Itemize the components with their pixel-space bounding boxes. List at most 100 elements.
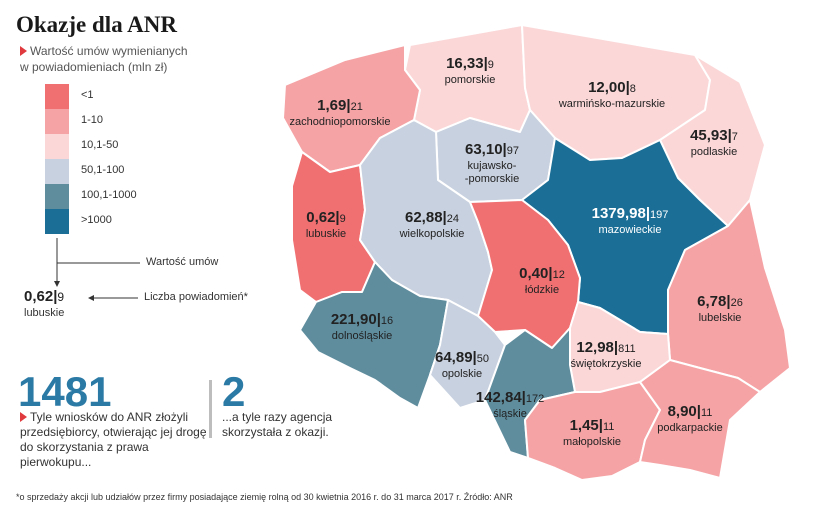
legend-swatch <box>45 109 69 134</box>
region-value-zachodnio: 1,69|21 <box>317 97 363 114</box>
region-value-number: 0,62| <box>306 209 339 226</box>
region-value-slaskie: 142,84|172 <box>476 389 544 406</box>
region-value-swietokrzyskie: 12,98|811 <box>576 339 635 356</box>
legend-swatch <box>45 159 69 184</box>
region-name-malopolskie: małopolskie <box>563 436 621 448</box>
stat2-line-2: skorzystała z okazji. <box>222 425 329 439</box>
stat-number-used: 2 <box>222 368 246 415</box>
region-name-dolnoslaskie: dolnośląskie <box>332 330 393 342</box>
stat1-line-1: Tyle wniosków do ANR złożyli <box>30 410 189 424</box>
region-name-slaskie: śląskie <box>493 408 527 420</box>
legend-swatch <box>45 84 69 109</box>
region-value-number: 63,10| <box>465 141 507 158</box>
region-name-zachodnio: zachodniopomorskie <box>290 116 391 128</box>
region-podkarpackie <box>639 359 761 479</box>
region-count: 811 <box>618 343 636 355</box>
region-count: 16 <box>381 315 393 327</box>
region-name-kujawsko: kujawsko- <box>468 160 517 172</box>
callout-value-caption: Wartość umów <box>146 256 219 268</box>
legend-swatch <box>45 184 69 209</box>
callout-count-caption: Liczba powiadomień* <box>144 291 248 303</box>
region-value-number: 45,93| <box>690 127 732 144</box>
footnote: *o sprzedaży akcji lub udziałów przez fi… <box>16 492 513 502</box>
region-value-dolnoslaskie: 221,90|16 <box>331 311 393 328</box>
subtitle-line-2: w powiadomieniach (mln zł) <box>20 60 168 74</box>
region-name-swietokrzyskie: świętokrzyskie <box>571 358 642 370</box>
example-value: 0,62|9 <box>24 288 64 305</box>
region-value-lubuskie: 0,62|9 <box>306 209 346 226</box>
legend-label: >1000 <box>81 214 112 226</box>
stat-divider <box>209 380 212 438</box>
region-name-lodzkie: łódzkie <box>525 284 559 296</box>
region-name-warminsko: warmińsko-mazurskie <box>558 98 665 110</box>
stat-text-used: ...a tyle razy agencja skorzystała z oka… <box>222 410 332 440</box>
legend-swatch <box>45 209 69 234</box>
stat1-line-4: pierwokupu... <box>20 455 92 469</box>
subtitle-line-1: Wartość umów wymienianych <box>30 44 188 58</box>
region-name-pomorskie: pomorskie <box>445 74 496 86</box>
legend-label: 10,1-50 <box>81 139 119 151</box>
region-count: 97 <box>507 145 519 157</box>
region-value-number: 12,00| <box>588 79 630 96</box>
region-value-wielkopolskie: 62,88|24 <box>405 209 459 226</box>
region-name-podlaskie: podlaskie <box>691 146 737 158</box>
callout-arrow-left-icon <box>88 295 94 301</box>
subtitle: Wartość umów wymienianych w powiadomieni… <box>20 43 220 75</box>
region-value-number: 64,89| <box>435 349 477 366</box>
region-count: 9 <box>340 213 346 225</box>
region-value-number: 62,88| <box>405 209 447 226</box>
region-value-number: 221,90| <box>331 311 381 328</box>
triangle-bullet-icon <box>20 45 27 56</box>
region-name-mazowieckie: mazowieckie <box>599 224 662 236</box>
region-count: 8 <box>630 83 636 95</box>
region-value-lubelskie: 6,78|26 <box>697 293 743 310</box>
region-value-pomorskie: 16,33|9 <box>446 55 494 72</box>
triangle-bullet-icon <box>20 411 27 422</box>
legend-label: 100,1-1000 <box>81 189 137 201</box>
page-title: Okazje dla ANR <box>16 12 177 37</box>
region-value-podlaskie: 45,93|7 <box>690 127 738 144</box>
region-name-opolskie: opolskie <box>442 368 482 380</box>
region-count: 11 <box>701 407 712 419</box>
region-value-podkarpackie: 8,90|11 <box>668 403 713 420</box>
example-region-name: lubuskie <box>24 307 65 319</box>
region-value-opolskie: 64,89|50 <box>435 349 489 366</box>
legend-label: 50,1-100 <box>81 164 125 176</box>
region-count: 11 <box>603 421 614 433</box>
stat1-line-2: przedsiębiorcy, otwierając jej drogę <box>20 425 207 439</box>
region-value-malopolskie: 1,45|11 <box>570 417 615 434</box>
region-value-number: 1,45| <box>570 417 603 434</box>
region-count: 21 <box>351 101 363 113</box>
region-value-lodzkie: 0,40|12 <box>519 265 565 282</box>
region-count: 7 <box>732 131 738 143</box>
stat-number-applications: 1481 <box>18 368 112 415</box>
region-name-podkarpackie: podkarpackie <box>657 422 722 434</box>
stat1-line-3: do skorzystania z prawa <box>20 440 149 454</box>
region-count: 50 <box>477 353 489 365</box>
region-value-kujawsko: 63,10|97 <box>465 141 519 158</box>
stat2-line-1: ...a tyle razy agencja <box>222 410 333 424</box>
region-name-lubelskie: lubelskie <box>699 312 742 324</box>
region-count: 26 <box>731 297 743 309</box>
legend-label: 1-10 <box>81 114 104 126</box>
region-count: 197 <box>650 209 668 221</box>
region-value-number: 1379,98| <box>592 205 650 222</box>
region-name2-kujawsko: -pomorskie <box>465 173 519 185</box>
region-value-number: 8,90| <box>668 403 701 420</box>
region-value-number: 12,98| <box>576 339 618 356</box>
region-count: 9 <box>488 59 494 71</box>
region-count: 172 <box>526 393 544 405</box>
legend-swatch <box>45 134 69 159</box>
region-value-number: 0,40| <box>519 265 552 282</box>
region-value-warminsko: 12,00|8 <box>588 79 636 96</box>
legend-label: <1 <box>81 89 94 101</box>
example-count: 9 <box>57 290 65 304</box>
stat-text-applications: Tyle wniosków do ANR złożyli przedsiębio… <box>20 410 207 470</box>
example-value-number: 0,62| <box>24 288 58 305</box>
region-count: 24 <box>447 213 459 225</box>
region-count: 12 <box>553 269 565 281</box>
region-value-number: 1,69| <box>317 97 350 114</box>
region-name-wielkopolskie: wielkopolskie <box>399 228 465 240</box>
callout-arrow-icon <box>54 281 60 287</box>
